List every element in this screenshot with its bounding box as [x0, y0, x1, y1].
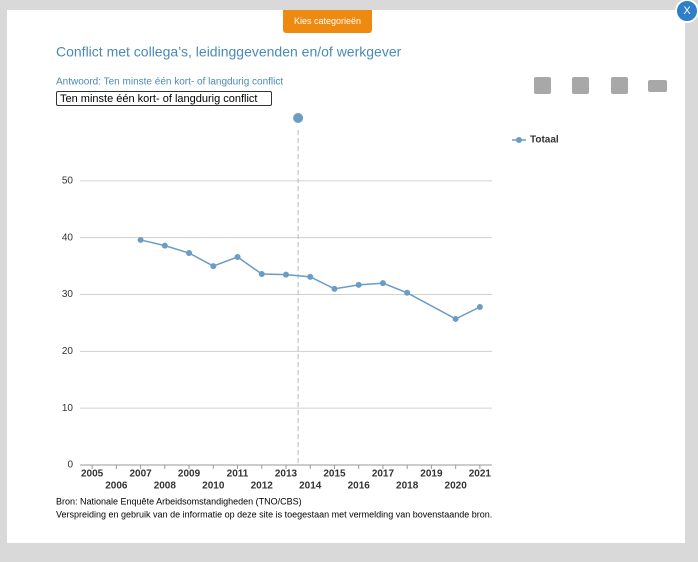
legend-label: Totaal — [530, 135, 559, 146]
source-note: Verspreiding en gebruik van de informati… — [56, 509, 492, 519]
point — [379, 280, 386, 287]
category-button[interactable]: Kies categorieën — [283, 10, 372, 33]
x-tick-label: 2007 — [129, 469, 152, 480]
facebook-icon[interactable] — [534, 77, 551, 94]
x-tick-label: 2005 — [81, 469, 104, 480]
y-tick-label: 30 — [62, 289, 74, 300]
x-tick-label: 2017 — [372, 469, 395, 480]
chart-title: Conflict met collega’s, leidinggevenden … — [56, 44, 402, 60]
point — [307, 273, 314, 280]
x-tick-label: 2018 — [396, 481, 419, 492]
point — [137, 236, 144, 243]
source: Bron: Nationale Enquête Arbeidsomstandig… — [56, 496, 302, 506]
x-tick-label: 2021 — [469, 469, 492, 480]
x-tick-label: 2019 — [420, 469, 443, 480]
legend-marker — [516, 137, 522, 143]
x-tick-label: 2014 — [299, 481, 322, 492]
share-icons[interactable] — [534, 77, 667, 94]
point — [161, 242, 168, 249]
point — [452, 315, 459, 322]
y-tick-label: 50 — [62, 175, 74, 186]
y-tick-label: 20 — [62, 346, 74, 357]
x-tick-label: 2006 — [105, 481, 128, 492]
twitter-icon[interactable] — [572, 77, 589, 94]
point — [404, 289, 411, 296]
x-tick-label: 2016 — [348, 481, 371, 492]
y-tick-label: 10 — [62, 403, 74, 414]
x-tick-label: 2010 — [202, 481, 225, 492]
y-tick-label: 40 — [62, 232, 74, 243]
point — [234, 253, 241, 260]
point — [186, 250, 193, 257]
close-button[interactable]: X — [675, 0, 698, 23]
point — [283, 271, 289, 278]
x-tick-label: 2012 — [251, 481, 274, 492]
point — [210, 263, 217, 270]
y-tick-label: 0 — [67, 460, 73, 471]
x-tick-label: 2013 — [275, 469, 298, 480]
print-icon[interactable] — [648, 80, 667, 92]
point — [476, 304, 483, 311]
x-tick-label: 2009 — [178, 469, 201, 480]
point — [258, 271, 265, 278]
x-tick-label: 2015 — [323, 469, 346, 480]
series-line — [140, 239, 481, 320]
x-tick-label: 2020 — [445, 481, 468, 492]
x-tick-label: 2008 — [154, 481, 177, 492]
point — [355, 281, 362, 288]
chart-subtitle: Antwoord: Ten minste één kort- of langdu… — [56, 77, 283, 88]
answer-select[interactable]: Ten minste één kort- of langdurig confli… — [56, 91, 272, 106]
mail-icon[interactable] — [611, 77, 628, 94]
info-icon — [293, 113, 304, 123]
x-tick-label: 2011 — [227, 469, 249, 480]
point — [331, 285, 338, 292]
